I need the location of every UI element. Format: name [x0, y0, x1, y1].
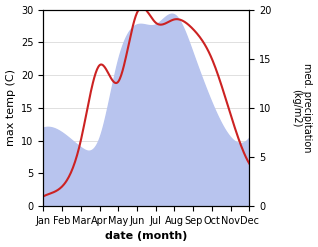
Y-axis label: med. precipitation
(kg/m2): med. precipitation (kg/m2)	[291, 63, 313, 153]
Y-axis label: max temp (C): max temp (C)	[5, 69, 16, 146]
X-axis label: date (month): date (month)	[105, 231, 188, 242]
